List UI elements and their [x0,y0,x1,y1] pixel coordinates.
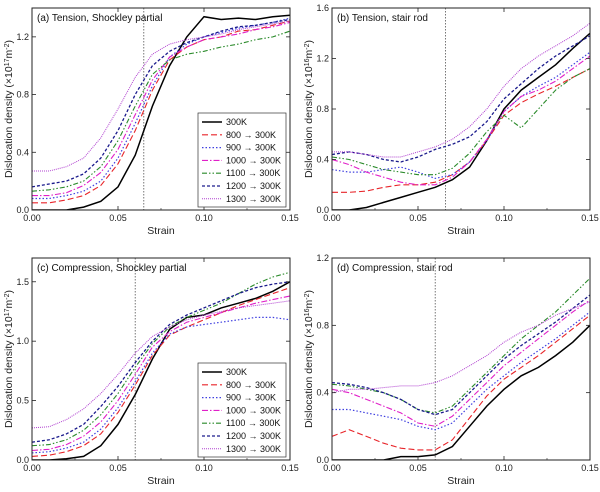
legend-label: 800 → 300K [226,380,276,390]
y-tick-label: 0.4 [316,155,329,165]
y-tick-label: 0.8 [316,320,329,330]
legend-label: 1300 → 300K [226,194,281,204]
x-tick-label: 0.00 [323,463,341,473]
y-tick-label: 0.0 [16,455,29,465]
y-tick-label: 1.2 [16,32,29,42]
panel-title: (a) Tension, Shockley partial [37,13,162,24]
series-line-6 [32,300,290,429]
series-line-1 [332,68,590,193]
series-group [332,277,590,460]
series-line-0 [332,32,590,210]
y-tick-label: 0.8 [16,90,29,100]
legend-label: 1200 → 300K [226,431,281,441]
series-line-4 [332,277,590,414]
x-tick-label: 0.15 [581,463,599,473]
x-tick-label: 0.10 [495,463,513,473]
series-line-0 [332,324,590,460]
y-tick-label: 0.0 [316,455,329,465]
x-tick-label: 0.10 [195,213,213,223]
y-axis-label: Dislocation density (×1017m-2) [3,40,15,178]
x-axis-label: Strain [147,225,175,237]
series-line-4 [32,271,290,447]
y-tick-label: 0.8 [316,104,329,114]
x-axis-label: Strain [447,475,475,487]
x-tick-label: 0.05 [109,213,127,223]
legend-label: 1200 → 300K [226,181,281,191]
y-tick-label: 0.4 [316,388,329,398]
series-line-3 [32,295,290,452]
panel-title: (b) Tension, stair rod [337,13,428,24]
y-tick-label: 1.0 [16,336,29,346]
series-line-3 [332,299,590,427]
legend-label: 1000 → 300K [226,155,281,165]
x-tick-label: 0.15 [581,213,599,223]
legend-label: 1100 → 300K [226,418,280,428]
panel-d: 0.00 0.05 0.10 0.15 0.0 0.4 0.8 1.2 Strain Disloc… [303,253,599,487]
legend-label: 300K [226,367,247,377]
plot-frame [331,7,591,211]
legend-label: 900 → 300K [226,143,276,153]
x-tick-label: 0.10 [495,213,513,223]
legend-label: 1300 → 300K [226,444,281,454]
x-tick-label: 0.05 [109,463,127,473]
y-axis-label: Dislocation density (×1017m-2) [3,290,15,428]
series-line-3 [32,21,290,197]
series-line-4 [332,68,590,176]
series-group [332,22,590,210]
legend-label: 300K [226,117,247,127]
x-tick-label: 0.00 [323,213,341,223]
legend-label: 1100 → 300K [226,168,280,178]
series-line-1 [32,20,290,204]
legend-label: 900 → 300K [226,393,276,403]
x-tick-label: 0.00 [23,213,41,223]
x-tick-label: 0.00 [23,463,41,473]
panel-b: 0.00 0.05 0.10 0.15 0.0 0.4 0.8 1.2 1.6 Strain Dis… [303,3,599,237]
series-line-5 [32,281,290,443]
panel-c: 0.00 0.05 0.10 0.15 0.0 0.5 1.0 1.5 Strain Disloc… [3,257,299,487]
series-line-2 [332,51,590,180]
y-tick-label: 0.0 [16,205,29,215]
series-line-5 [32,18,290,188]
legend-label: 1000 → 300K [226,405,281,415]
y-tick-label: 1.2 [316,253,329,263]
panel-title: (c) Compression, Shockley partial [37,263,187,274]
x-axis-label: Strain [147,475,175,487]
y-tick-label: 1.6 [316,3,329,13]
x-tick-label: 0.05 [409,463,427,473]
y-tick-label: 1.2 [316,54,329,64]
series-line-5 [332,35,590,163]
series-line-6 [332,22,590,158]
series-line-5 [332,294,590,416]
x-tick-label: 0.05 [409,213,427,223]
y-tick-label: 0.5 [16,396,29,406]
legend: 300K 800 → 300K 900 → 300K 1000 → 300K 1100 … [197,112,287,208]
panel-title: (d) Compression, stair rod [337,263,453,274]
panel-a: 0.00 0.05 0.10 0.15 0.0 0.4 0.8 1.2 Strain Disloc… [3,7,299,237]
x-tick-label: 0.10 [195,463,213,473]
legend-box [197,362,287,458]
legend-box [197,112,287,208]
series-line-1 [32,287,290,457]
x-tick-label: 0.15 [281,213,299,223]
series-line-1 [332,314,590,451]
series-line-2 [332,311,590,431]
y-tick-label: 0.4 [16,147,29,157]
legend: 300K 800 → 300K 900 → 300K 1000 → 300K 1100 … [197,362,287,458]
series-line-4 [32,30,290,192]
series-group [32,271,290,460]
legend-label: 800 → 300K [226,130,276,140]
x-axis-label: Strain [447,225,475,237]
series-line-6 [32,20,290,172]
y-axis-label: Dislocation density (×1016m-2) [303,290,315,428]
y-axis-label: Dislocation density (×1016m-2) [303,40,315,178]
x-tick-label: 0.15 [281,463,299,473]
series-line-2 [32,316,290,454]
y-tick-label: 1.5 [16,277,29,287]
series-line-6 [332,301,590,394]
y-tick-label: 0.0 [316,205,329,215]
